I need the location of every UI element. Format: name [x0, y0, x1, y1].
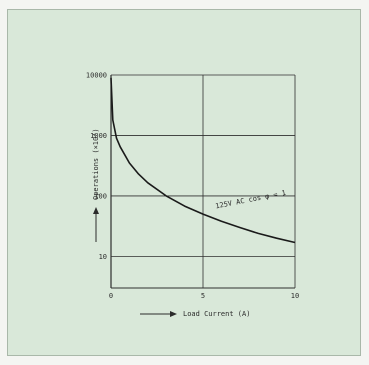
series-label: 125V AC cos φ = 1 [215, 189, 287, 211]
y-tick-label: 10 [99, 253, 107, 261]
x-tick-label: 10 [291, 292, 299, 300]
x-tick-label: 5 [201, 292, 205, 300]
x-axis-arrow-head [170, 311, 177, 317]
x-axis-label-group: Load Current (A) [140, 310, 250, 318]
y-tick-label: 1000 [90, 132, 107, 140]
y-tick-label: 100 [94, 192, 107, 200]
x-tick-labels: 0 5 10 [109, 292, 299, 300]
x-tick-label: 0 [109, 292, 113, 300]
chart-frame [7, 9, 361, 356]
series-line [110, 77, 296, 244]
y-axis-arrow-head [93, 207, 99, 214]
y-axis-label: Operations (×10⁴) [92, 128, 100, 200]
y-tick-label: 10000 [86, 72, 107, 80]
series-layer [110, 77, 296, 244]
y-axis-label-group: Operations (×10⁴) [92, 128, 100, 242]
x-axis-label: Load Current (A) [183, 310, 250, 318]
grid-lines [110, 74, 296, 289]
y-tick-labels: 10000 1000 100 10 [86, 72, 107, 261]
